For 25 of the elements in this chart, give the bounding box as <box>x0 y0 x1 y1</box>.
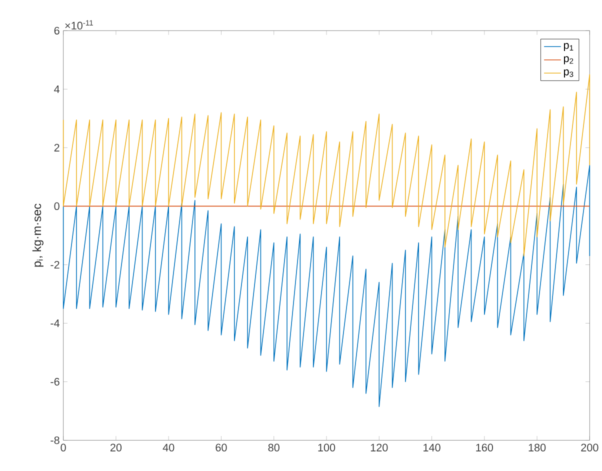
x-tick-label: 180 <box>528 444 546 452</box>
x-tick-label: 120 <box>370 444 388 452</box>
x-tick-label: 0 <box>60 444 66 452</box>
line-series <box>62 164 590 408</box>
y-tick-label: -8 <box>50 436 60 444</box>
legend-label: p$_{1}$ <box>564 43 574 52</box>
y-tick-label: -2 <box>50 260 60 269</box>
y-tick-label: -4 <box>50 320 60 327</box>
x-tick-label: 200 <box>581 444 598 452</box>
x-tick-label: 60 <box>216 444 227 452</box>
y-tick-label: 2 <box>54 144 60 152</box>
x-tick-label: 160 <box>476 444 494 452</box>
legend-label: p$_{3}$ <box>564 69 574 78</box>
x-tick-label: 40 <box>162 444 174 452</box>
x-tick-label: 140 <box>424 444 440 452</box>
x-tick-label: 20 <box>110 444 122 452</box>
y-axis-title: p$_{i}$, kg·m·sec <box>32 204 44 267</box>
x-tick-label: 80 <box>268 444 280 452</box>
y-tick-label: 4 <box>54 85 60 93</box>
legend-label: p$_{2}$ <box>564 56 574 64</box>
y-tick-label: 6 <box>54 26 60 35</box>
y-tick-label: -6 <box>50 378 60 386</box>
x-tick-label: 100 <box>318 444 336 452</box>
y-tick-label: 0 <box>54 202 60 210</box>
text: ×10$^{-11}$ <box>65 20 93 30</box>
